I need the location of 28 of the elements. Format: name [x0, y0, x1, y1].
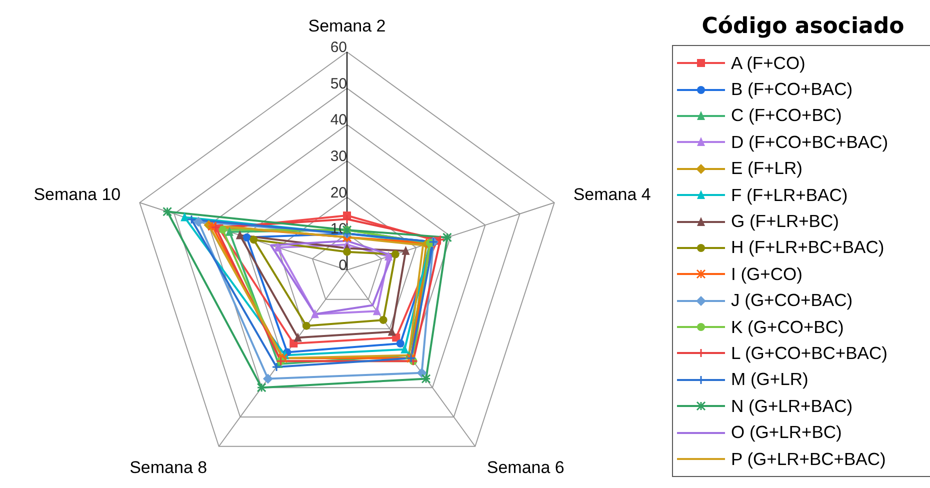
- legend-label: J (G+CO+BAC): [731, 290, 853, 312]
- legend-label: B (F+CO+BAC): [731, 79, 853, 100]
- spoke-label: Semana 10: [34, 185, 121, 204]
- legend-label: C (F+CO+BC): [731, 105, 842, 126]
- legend-label: E (F+LR): [731, 158, 802, 180]
- spoke-label: Semana 8: [130, 458, 208, 477]
- legend-label: D (F+CO+BC+BAC): [731, 132, 888, 153]
- spoke-label: Semana 4: [573, 185, 651, 204]
- y-tick-label: 50: [330, 75, 347, 92]
- y-tick-label: 30: [330, 148, 347, 165]
- legend-label: H (F+LR+BC+BAC): [731, 237, 884, 258]
- y-tick-label: 40: [330, 112, 347, 129]
- spoke-label: Semana 6: [486, 458, 564, 477]
- legend-label: P (G+LR+BC+BAC): [731, 448, 886, 470]
- legend-label: L (G+CO+BC+BAC): [731, 342, 888, 364]
- legend-label: O (G+LR+BC): [731, 422, 842, 444]
- legend-label: G (F+LR+BC): [731, 211, 839, 232]
- spoke-label: Semana 2: [308, 16, 386, 36]
- legend-label: K (G+CO+BC): [731, 316, 844, 338]
- y-tick-label: 20: [330, 184, 347, 202]
- y-tick-label: 60: [330, 39, 347, 56]
- legend-label: F (F+LR+BAC): [731, 184, 848, 206]
- legend-label: I (G+CO): [731, 264, 802, 285]
- legend-label: M (G+LR): [731, 369, 808, 390]
- legend-label: N (G+LR+BAC): [731, 396, 853, 417]
- y-tick-label: 0: [338, 257, 347, 274]
- legend-title: Código asociado: [700, 14, 906, 39]
- legend-label: A (F+CO): [731, 52, 806, 74]
